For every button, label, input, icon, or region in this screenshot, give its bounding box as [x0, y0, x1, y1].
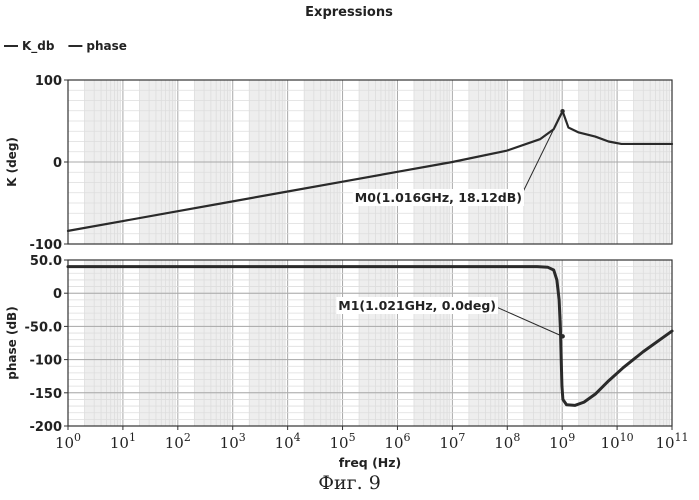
chart: Expressions K_db phase 100 0 -100 K (deg) M0(1.…: [0, 0, 699, 470]
shade-band: [249, 260, 285, 426]
shade-band: [139, 260, 175, 426]
shade-band: [414, 260, 450, 426]
legend-label-K_db: K_db: [22, 39, 55, 54]
panel-2: 50.0 0 -50.0 -100 -150 -200 phase (dB) M1(1.021…: [5, 254, 672, 435]
shade-band: [85, 260, 121, 426]
x-axis: 100 101 102 103 104 105 106 107 108 109 1010 1011 fr…: [55, 426, 689, 470]
x-tick-label: 102: [165, 431, 191, 452]
marker-label: M1(1.021GHz, 0.0deg): [338, 298, 496, 313]
x-tick-label: 104: [275, 431, 301, 452]
x-tick-label: 1010: [601, 431, 634, 452]
x-axis-label: freq (Hz): [339, 455, 402, 470]
shade-band: [304, 260, 340, 426]
figure-caption: Фиг. 9: [0, 472, 699, 494]
x-tick-label: 109: [549, 431, 575, 452]
y-tick-label: 100: [35, 74, 62, 89]
x-tick-label: 100: [55, 431, 81, 452]
panel-1: 100 0 -100 K (deg) M0(1.016GHz, 18.12dB): [5, 74, 672, 253]
x-tick-label: 105: [329, 431, 355, 452]
y-tick-label: 0: [53, 287, 62, 302]
y-axis-label: K (deg): [5, 137, 19, 187]
shade-band: [524, 260, 560, 426]
y-axis-label: phase (dB): [5, 306, 19, 379]
y-tick-label: -100: [29, 354, 62, 369]
legend: K_db phase: [4, 39, 127, 54]
y-tick-label: 0: [53, 156, 62, 171]
legend-label-phase: phase: [86, 39, 127, 53]
x-tick-label: 108: [494, 431, 520, 452]
x-tick-label: 103: [220, 431, 246, 452]
y-tick-label: 50.0: [30, 254, 62, 269]
x-tick-label: 106: [384, 431, 410, 452]
y-tick-label: -150: [29, 387, 62, 402]
marker-label: M0(1.016GHz, 18.12dB): [355, 190, 522, 205]
x-tick-label: 107: [439, 431, 465, 452]
y-tick-label: -50.0: [25, 320, 62, 335]
y-tick-label: -100: [29, 238, 62, 253]
x-tick-label: 101: [110, 431, 136, 452]
shade-band: [359, 260, 395, 426]
x-tick-label: 1011: [655, 431, 688, 452]
shade-band: [194, 260, 230, 426]
marker-dot: [560, 334, 564, 338]
y-tick-label: -200: [29, 420, 62, 435]
shade-band: [469, 260, 505, 426]
shade-band: [634, 260, 670, 426]
marker-dot: [560, 109, 564, 113]
chart-title: Expressions: [305, 5, 393, 20]
